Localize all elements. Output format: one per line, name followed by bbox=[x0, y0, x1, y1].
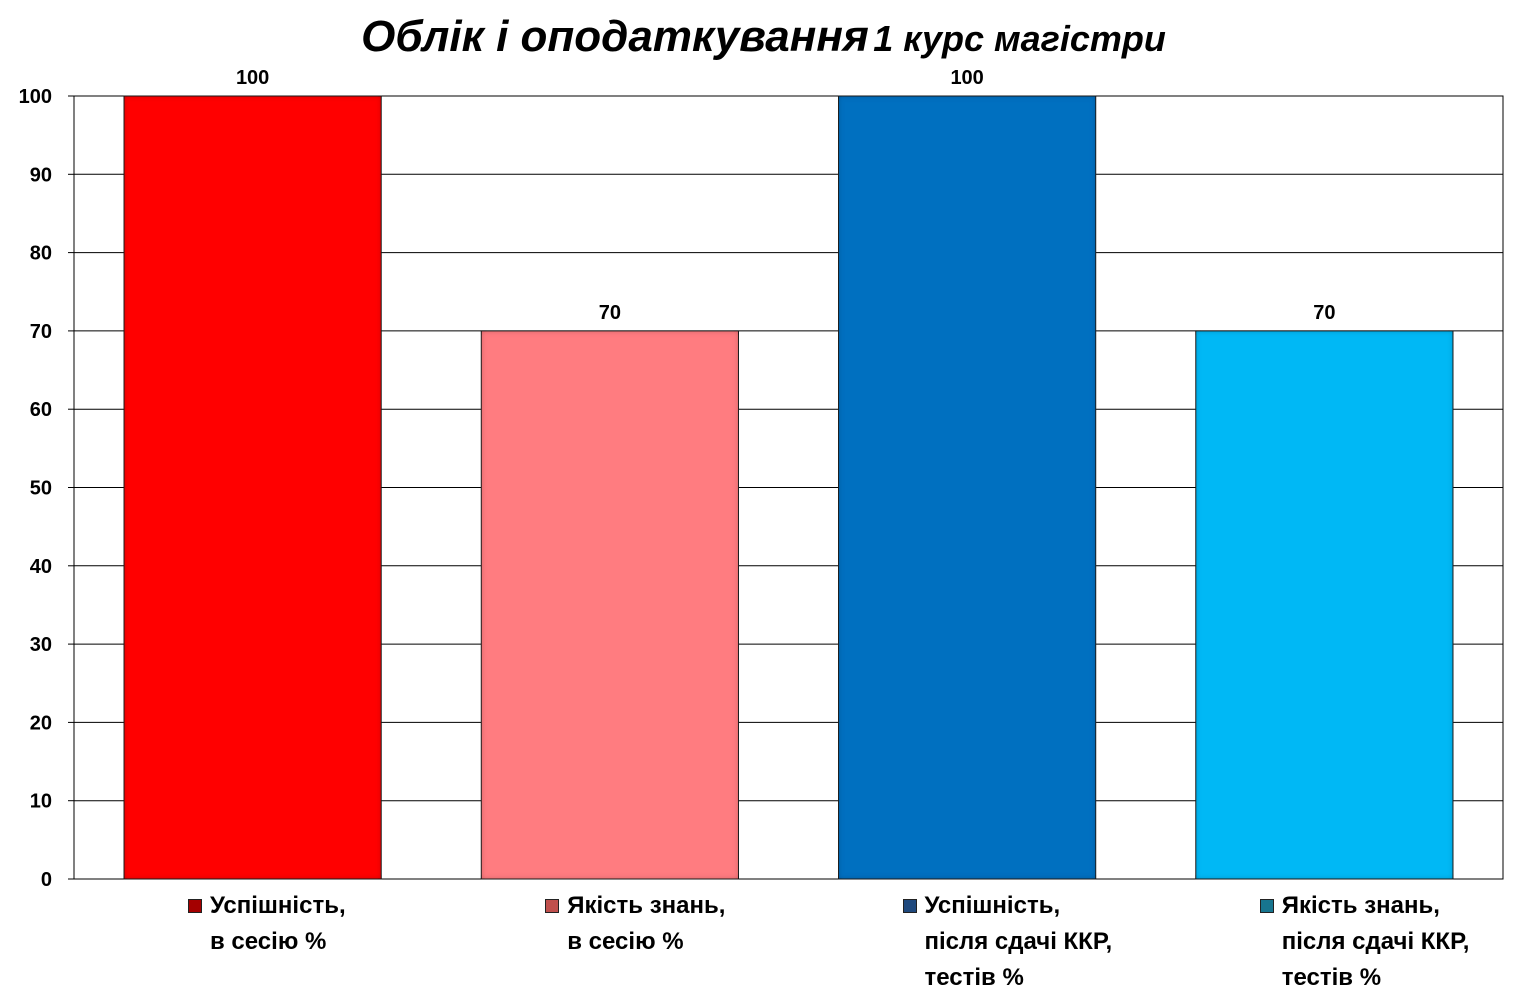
bar bbox=[1195, 330, 1454, 880]
chart-title-sub: 1 курс магістри bbox=[873, 18, 1166, 59]
bar bbox=[123, 95, 382, 880]
chart-legend: Успішність, в сесію % Якість знань, в сес… bbox=[0, 888, 1527, 993]
bar bbox=[480, 330, 739, 880]
legend-label: Якість знань, після сдачі ККР, тестів % bbox=[1281, 892, 1470, 991]
y-tick-label: 30 bbox=[30, 634, 52, 656]
legend-item: Успішність, після сдачі ККР, тестів % bbox=[902, 888, 1113, 996]
y-tick-label: 60 bbox=[30, 399, 52, 421]
y-tick-label: 50 bbox=[30, 478, 52, 500]
legend-item: Якість знань, після сдачі ККР, тестів % bbox=[1259, 888, 1470, 996]
legend-swatch bbox=[545, 899, 560, 913]
y-tick-label: 20 bbox=[30, 712, 52, 734]
legend-label: Якість знань, в сесію % bbox=[567, 892, 726, 955]
y-tick-label: 90 bbox=[30, 164, 52, 186]
legend-label: Успішність, в сесію % bbox=[210, 892, 346, 955]
data-label: 70 bbox=[1313, 302, 1335, 324]
legend-label: Успішність, після сдачі ККР, тестів % bbox=[924, 892, 1113, 991]
bar bbox=[838, 95, 1097, 880]
y-tick-label: 10 bbox=[30, 791, 52, 813]
y-tick-label: 40 bbox=[30, 556, 52, 578]
y-tick-label: 100 bbox=[19, 86, 52, 108]
bar-chart: 0 10 20 30 40 50 60 70 80 90 100 100 70 100 70 bbox=[19, 67, 1504, 890]
y-tick-label: 70 bbox=[30, 321, 52, 343]
legend-item: Успішність, в сесію % bbox=[188, 888, 346, 960]
chart-title: Облік і оподаткування 1 курс магістри bbox=[0, 12, 1527, 62]
legend-item: Якість знань, в сесію % bbox=[545, 888, 725, 960]
data-label: 100 bbox=[236, 67, 269, 89]
data-label: 100 bbox=[950, 67, 983, 89]
y-tick-label: 0 bbox=[41, 869, 52, 890]
legend-swatch bbox=[902, 899, 917, 913]
y-tick-label: 80 bbox=[30, 243, 52, 265]
chart-title-main: Облік і оподаткування bbox=[361, 12, 869, 61]
data-label: 70 bbox=[599, 302, 621, 324]
legend-swatch bbox=[1259, 899, 1274, 913]
legend-swatch bbox=[188, 899, 202, 913]
